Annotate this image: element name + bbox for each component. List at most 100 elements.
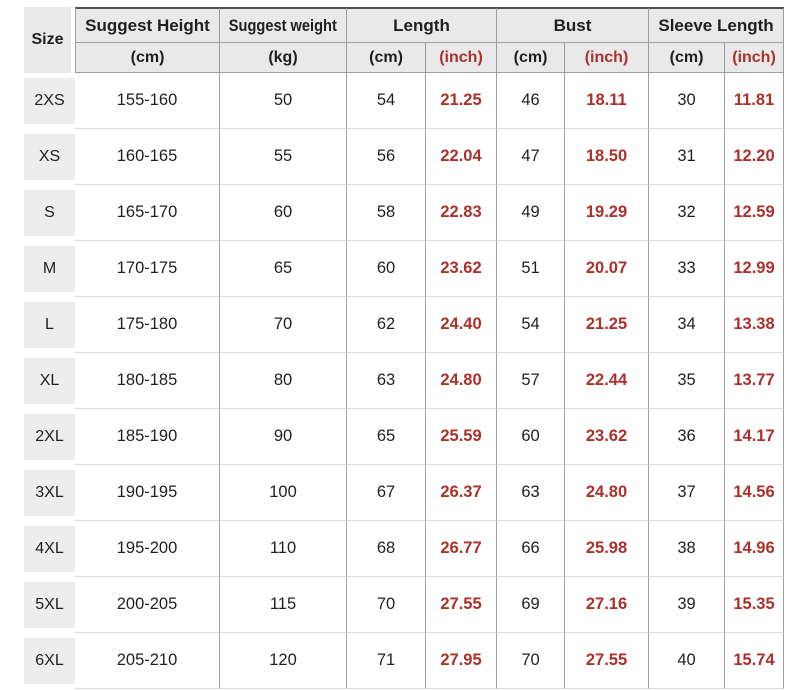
size-chart-table: Size Suggest Height Suggest weight Lengt… xyxy=(24,7,785,689)
cell-suggest-height: 180-185 xyxy=(75,353,219,409)
size-chip: 2XS xyxy=(24,78,75,124)
cell-size: S xyxy=(24,185,75,241)
cell-bust-cm: 69 xyxy=(496,577,564,633)
header-suggest-height: Suggest Height xyxy=(75,7,219,43)
header-suggest-weight-label: Suggest weight xyxy=(228,15,338,35)
cell-sleeve-inch: 13.77 xyxy=(724,353,785,409)
cell-suggest-weight: 50 xyxy=(219,73,346,129)
cell-length-cm: 71 xyxy=(346,633,425,689)
cell-bust-cm: 49 xyxy=(496,185,564,241)
table-row: L 175-180 70 62 24.40 54 21.25 34 13.38 xyxy=(24,297,785,353)
cell-suggest-height: 200-205 xyxy=(75,577,219,633)
cell-suggest-height: 155-160 xyxy=(75,73,219,129)
cell-length-cm: 54 xyxy=(346,73,425,129)
cell-suggest-height: 190-195 xyxy=(75,465,219,521)
cell-suggest-weight: 80 xyxy=(219,353,346,409)
size-chip: XL xyxy=(24,358,75,404)
cell-suggest-height: 170-175 xyxy=(75,241,219,297)
header-size: Size xyxy=(24,7,75,73)
cell-length-cm: 70 xyxy=(346,577,425,633)
table-row: 2XS 155-160 50 54 21.25 46 18.11 30 11.81 xyxy=(24,73,785,129)
cell-length-inch: 26.37 xyxy=(425,465,496,521)
cell-size: 4XL xyxy=(24,521,75,577)
cell-length-cm: 62 xyxy=(346,297,425,353)
cell-sleeve-inch: 12.99 xyxy=(724,241,785,297)
cell-suggest-height: 175-180 xyxy=(75,297,219,353)
cell-size: 2XS xyxy=(24,73,75,129)
cell-bust-inch: 21.25 xyxy=(564,297,648,353)
cell-length-inch: 22.04 xyxy=(425,129,496,185)
cell-suggest-weight: 100 xyxy=(219,465,346,521)
cell-length-cm: 63 xyxy=(346,353,425,409)
table-header: Size Suggest Height Suggest weight Lengt… xyxy=(24,7,785,73)
cell-bust-inch: 23.62 xyxy=(564,409,648,465)
unit-length-inch: (inch) xyxy=(425,43,496,73)
cell-bust-inch: 22.44 xyxy=(564,353,648,409)
cell-bust-inch: 27.16 xyxy=(564,577,648,633)
cell-suggest-weight: 120 xyxy=(219,633,346,689)
cell-bust-cm: 46 xyxy=(496,73,564,129)
cell-suggest-weight: 90 xyxy=(219,409,346,465)
cell-sleeve-cm: 38 xyxy=(648,521,724,577)
cell-bust-cm: 54 xyxy=(496,297,564,353)
cell-suggest-height: 165-170 xyxy=(75,185,219,241)
cell-length-inch: 22.83 xyxy=(425,185,496,241)
cell-sleeve-inch: 14.56 xyxy=(724,465,785,521)
cell-size: XL xyxy=(24,353,75,409)
cell-sleeve-cm: 32 xyxy=(648,185,724,241)
table-row: S 165-170 60 58 22.83 49 19.29 32 12.59 xyxy=(24,185,785,241)
header-sleeve-length: Sleeve Length xyxy=(648,7,785,43)
cell-sleeve-cm: 40 xyxy=(648,633,724,689)
cell-suggest-height: 185-190 xyxy=(75,409,219,465)
size-table-body: 2XS 155-160 50 54 21.25 46 18.11 30 11.81 XS 160-1… xyxy=(24,73,785,689)
table-row: 2XL 185-190 90 65 25.59 60 23.62 36 14.17 xyxy=(24,409,785,465)
size-chip: 3XL xyxy=(24,470,75,516)
cell-size: 3XL xyxy=(24,465,75,521)
cell-suggest-weight: 110 xyxy=(219,521,346,577)
table-row: XL 180-185 80 63 24.80 57 22.44 35 13.77 xyxy=(24,353,785,409)
cell-size: L xyxy=(24,297,75,353)
cell-length-inch: 27.95 xyxy=(425,633,496,689)
size-chip: 2XL xyxy=(24,414,75,460)
cell-bust-inch: 19.29 xyxy=(564,185,648,241)
cell-length-cm: 67 xyxy=(346,465,425,521)
cell-length-cm: 65 xyxy=(346,409,425,465)
unit-sleeve-inch: (inch) xyxy=(724,43,785,73)
table-row: 5XL 200-205 115 70 27.55 69 27.16 39 15.35 xyxy=(24,577,785,633)
unit-sleeve-cm: (cm) xyxy=(648,43,724,73)
cell-length-inch: 25.59 xyxy=(425,409,496,465)
cell-size: XS xyxy=(24,129,75,185)
cell-length-cm: 60 xyxy=(346,241,425,297)
header-group-row: Size Suggest Height Suggest weight Lengt… xyxy=(24,7,785,73)
cell-bust-cm: 60 xyxy=(496,409,564,465)
cell-sleeve-cm: 39 xyxy=(648,577,724,633)
cell-sleeve-cm: 37 xyxy=(648,465,724,521)
size-chip: 4XL xyxy=(24,526,75,572)
cell-length-inch: 26.77 xyxy=(425,521,496,577)
cell-bust-cm: 51 xyxy=(496,241,564,297)
unit-bust-cm: (cm) xyxy=(496,43,564,73)
cell-sleeve-inch: 15.74 xyxy=(724,633,785,689)
header-suggest-weight: Suggest weight xyxy=(219,7,346,43)
table-row: 4XL 195-200 110 68 26.77 66 25.98 38 14.96 xyxy=(24,521,785,577)
size-chip: XS xyxy=(24,134,75,180)
cell-sleeve-cm: 30 xyxy=(648,73,724,129)
cell-sleeve-inch: 12.59 xyxy=(724,185,785,241)
cell-bust-inch: 18.50 xyxy=(564,129,648,185)
cell-sleeve-inch: 11.81 xyxy=(724,73,785,129)
cell-size: 5XL xyxy=(24,577,75,633)
cell-length-inch: 24.40 xyxy=(425,297,496,353)
size-chip: M xyxy=(24,246,75,292)
size-chip: 5XL xyxy=(24,582,75,628)
cell-bust-inch: 24.80 xyxy=(564,465,648,521)
size-chip: S xyxy=(24,190,75,236)
cell-bust-inch: 20.07 xyxy=(564,241,648,297)
cell-suggest-height: 195-200 xyxy=(75,521,219,577)
cell-sleeve-cm: 35 xyxy=(648,353,724,409)
size-chip: 6XL xyxy=(24,638,75,684)
cell-bust-cm: 63 xyxy=(496,465,564,521)
unit-bust-inch: (inch) xyxy=(564,43,648,73)
cell-suggest-weight: 115 xyxy=(219,577,346,633)
cell-size: 2XL xyxy=(24,409,75,465)
